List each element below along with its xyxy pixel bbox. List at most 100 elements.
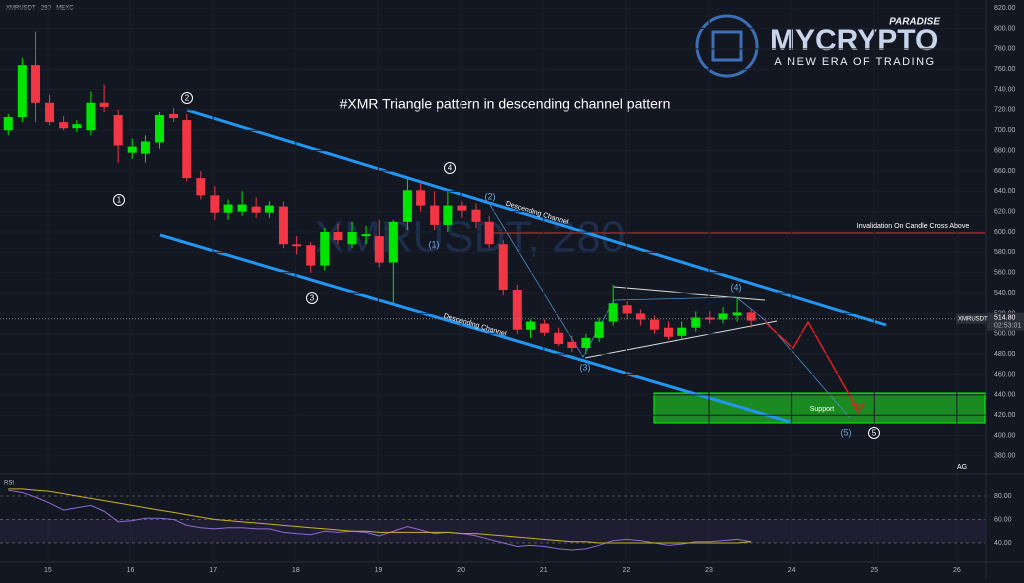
y-tick-label: 800.00 — [994, 25, 1016, 32]
candle-body — [374, 236, 384, 263]
wave-label: 3 — [310, 294, 315, 303]
candle-body — [31, 65, 41, 103]
candle-body — [361, 234, 371, 237]
y-tick-label: 440.00 — [994, 392, 1016, 399]
candle-body — [430, 205, 440, 225]
candle-body — [443, 205, 453, 225]
candle-body — [17, 65, 27, 118]
y-tick-label: 580.00 — [994, 249, 1016, 256]
subwave-label: (1) — [429, 239, 440, 249]
candle-body — [72, 124, 82, 129]
candle-body — [292, 244, 302, 247]
subwave-label: (5) — [841, 427, 852, 437]
y-tick-label: 760.00 — [994, 66, 1016, 73]
candle-body — [347, 232, 357, 245]
wave-circle — [113, 194, 125, 206]
candle-body — [705, 317, 715, 320]
candle-body — [484, 221, 494, 245]
y-tick-label: 460.00 — [994, 371, 1016, 378]
x-tick-label: 21 — [540, 567, 548, 574]
candle-body — [732, 312, 742, 316]
candle-body — [169, 113, 179, 119]
candle-body — [540, 323, 550, 333]
symbol-tag: XMRUSDT — [958, 316, 988, 322]
rsi-tick-label: 80.00 — [994, 493, 1012, 500]
y-tick-label: 820.00 — [994, 5, 1016, 12]
candle-body — [677, 327, 687, 336]
y-tick-label: 600.00 — [994, 229, 1016, 236]
candle-body — [608, 303, 618, 322]
candle-body — [416, 190, 426, 206]
candle-body — [3, 117, 13, 131]
rsi-line — [8, 489, 752, 551]
candle-body — [512, 290, 522, 330]
logo-ring — [695, 14, 759, 78]
logo-chip — [711, 30, 743, 62]
subwave-label: (2) — [485, 191, 496, 201]
candle-body — [635, 313, 645, 320]
candle-body — [237, 204, 247, 212]
wave-circle — [868, 427, 880, 439]
x-tick-label: 20 — [457, 567, 465, 574]
y-tick-label: 740.00 — [994, 86, 1016, 93]
triangle-lower — [584, 320, 778, 359]
symbol-tag-box — [956, 313, 986, 324]
wave-circle — [181, 92, 193, 104]
y-tick-label: 640.00 — [994, 188, 1016, 195]
y-tick-label: 480.00 — [994, 351, 1016, 358]
candle-body — [333, 232, 343, 241]
rsi-line — [8, 488, 752, 544]
y-tick-label: 500.00 — [994, 331, 1016, 338]
candle-body — [306, 245, 316, 266]
candle-body — [746, 312, 756, 321]
candle-body — [526, 321, 536, 330]
candle-body — [594, 321, 604, 338]
candle-body — [718, 313, 728, 320]
indicator-title: RSI — [4, 481, 14, 487]
wave-label: 5 — [872, 429, 877, 438]
candle-body — [127, 146, 137, 153]
wave-path — [489, 204, 851, 419]
candle-body — [86, 102, 96, 131]
candle-body — [113, 114, 123, 146]
candle-body — [251, 206, 261, 213]
candle-body — [59, 122, 69, 129]
logo-sub: PARADISE — [889, 17, 940, 28]
x-tick-label: 23 — [705, 567, 713, 574]
signature: AG — [957, 464, 967, 471]
subwave-label: (4) — [731, 282, 742, 292]
channel-lower — [159, 233, 791, 424]
candle-body — [99, 102, 109, 107]
candle-body — [664, 327, 674, 337]
candle-body — [264, 205, 274, 213]
annotation: Invalidation On Candle Cross Above — [857, 223, 970, 230]
x-tick-label: 19 — [375, 567, 383, 574]
candle-body — [45, 102, 55, 123]
candle-body — [154, 114, 164, 143]
x-tick-label: 22 — [622, 567, 630, 574]
candle-body — [140, 141, 150, 154]
watermark: XMRUSDT, 280 — [315, 213, 626, 262]
last-price-label: 514.80 — [994, 315, 1016, 322]
y-tick-label: 660.00 — [994, 168, 1016, 175]
candle-body — [567, 341, 577, 349]
y-tick-label: 780.00 — [994, 46, 1016, 53]
wave-circle — [306, 292, 318, 304]
y-tick-label: 380.00 — [994, 453, 1016, 460]
y-tick-label: 560.00 — [994, 270, 1016, 277]
x-tick-label: 24 — [788, 567, 796, 574]
logo-name: MYCRYPTO — [770, 24, 938, 57]
wave-label: 2 — [185, 94, 190, 103]
chart-title: #XMR Triangle pattern in descending chan… — [340, 96, 671, 112]
wave-circle — [444, 162, 456, 174]
last-price-box — [987, 312, 1024, 331]
wave-label: 1 — [117, 196, 122, 205]
candle-body — [581, 337, 591, 349]
wave-label: 4 — [448, 164, 453, 173]
candle-body — [196, 178, 206, 196]
x-tick-label: 25 — [870, 567, 878, 574]
candle-body — [457, 205, 467, 211]
